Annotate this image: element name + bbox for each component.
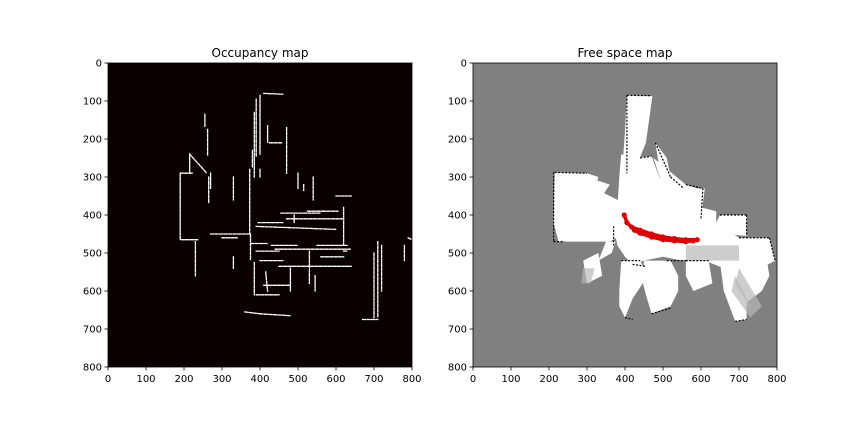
free-space-y-tick-label: 100 [448, 97, 467, 108]
free-space-obstacle-segment [670, 176, 685, 189]
occupancy-y-tick-label: 800 [83, 363, 102, 374]
occupancy-x-tick-label: 100 [136, 374, 155, 385]
free-space-uncertain-region [581, 268, 595, 284]
free-space-obstacle-segment [624, 317, 633, 321]
free-space-obstacles [552, 94, 776, 322]
free-space-y-tick-label: 300 [448, 173, 467, 184]
free-space-x-ticks: 0 100 200 300 400 500 600 700 800 [470, 367, 787, 385]
free-space-obstacle-segment [700, 188, 704, 219]
occupancy-y-tick-label: 300 [83, 173, 102, 184]
occupancy-y-tick-label: 700 [83, 325, 102, 336]
robot-trajectory [621, 212, 700, 245]
free-space-obstacle-segment [685, 184, 704, 189]
occupancy-y-ticks: 0 100 200 300 400 500 600 700 800 [83, 59, 108, 374]
free-space-region [642, 260, 679, 314]
free-space-x-tick-label: 400 [615, 374, 634, 385]
trajectory-path [632, 228, 696, 244]
occupancy-map-panel: Occupancy map 0 100 200 300 400 500 600 700 800 … [83, 46, 422, 385]
free-space-region [598, 241, 616, 261]
occupancy-y-tick-label: 500 [83, 249, 102, 260]
free-space-region [716, 215, 747, 236]
occupancy-y-tick-label: 0 [96, 59, 102, 70]
free-space-y-tick-label: 800 [448, 363, 467, 374]
free-space-uncertain-region [735, 268, 762, 314]
occupancy-wall-segment [263, 92, 284, 95]
free-space-x-tick-label: 800 [767, 374, 786, 385]
occupancy-x-tick-label: 800 [402, 374, 421, 385]
occupancy-y-tick-label: 400 [83, 211, 102, 222]
free-space-x-tick-label: 500 [653, 374, 672, 385]
occupancy-x-tick-label: 700 [364, 374, 383, 385]
free-space-obstacle-segment [632, 263, 646, 267]
occupancy-wall-segment [259, 313, 292, 317]
free-space-region [587, 177, 610, 196]
occupancy-walls [179, 92, 417, 321]
free-space-obstacle-segment [654, 142, 672, 178]
occupancy-x-tick-label: 500 [288, 374, 307, 385]
occupancy-wall-segment [244, 311, 261, 315]
free-space-region [553, 172, 625, 242]
free-space-region [619, 260, 648, 318]
occupancy-y-tick-label: 100 [83, 97, 102, 108]
occupancy-wall-segment [264, 271, 269, 292]
free-space-x-tick-label: 200 [539, 374, 558, 385]
free-space-region [653, 158, 705, 219]
free-space-x-tick-label: 100 [501, 374, 520, 385]
free-space-map-title: Free space map [578, 46, 673, 60]
free-space-region [623, 95, 653, 174]
free-space-obstacle-segment [735, 318, 747, 322]
free-space-obstacle-segment [640, 155, 652, 159]
free-space-y-ticks: 0 100 200 300 400 500 600 700 800 [448, 59, 473, 374]
occupancy-wall-segment [255, 225, 337, 231]
free-space-region [685, 260, 713, 291]
free-space-y-tick-label: 400 [448, 211, 467, 222]
occupancy-x-tick-label: 200 [174, 374, 193, 385]
free-space-y-tick-label: 500 [448, 249, 467, 260]
free-space-y-tick-label: 700 [448, 325, 467, 336]
free-space-obstacle-segment [554, 171, 588, 174]
occupancy-y-tick-label: 200 [83, 135, 102, 146]
free-space-y-tick-label: 0 [461, 59, 467, 70]
free-space-map-panel: Free space map 0 100 200 300 400 500 600 700 800… [448, 46, 787, 385]
occupancy-x-tick-label: 400 [250, 374, 269, 385]
trajectory-path [622, 213, 699, 242]
free-space-y-tick-label: 200 [448, 135, 467, 146]
free-space-uncertain-region [685, 245, 739, 261]
occupancy-x-tick-label: 300 [212, 374, 231, 385]
free-space-x-tick-label: 300 [577, 374, 596, 385]
occupancy-map-title: Occupancy map [212, 46, 309, 60]
free-space-x-tick-label: 600 [691, 374, 710, 385]
free-space-y-tick-label: 600 [448, 287, 467, 298]
free-space-obstacle-segment [768, 237, 776, 261]
occupancy-y-tick-label: 600 [83, 287, 102, 298]
free-space-x-tick-label: 0 [470, 374, 476, 385]
occupancy-x-tick-label: 0 [105, 374, 111, 385]
occupancy-wall-segment [179, 172, 200, 241]
free-space-uncertain-regions [581, 245, 762, 318]
occupancy-wall-segment [189, 152, 208, 175]
occupancy-x-ticks: 0 100 200 300 400 500 600 700 800 [105, 367, 422, 385]
occupancy-x-tick-label: 600 [326, 374, 345, 385]
free-space-x-tick-label: 700 [729, 374, 748, 385]
